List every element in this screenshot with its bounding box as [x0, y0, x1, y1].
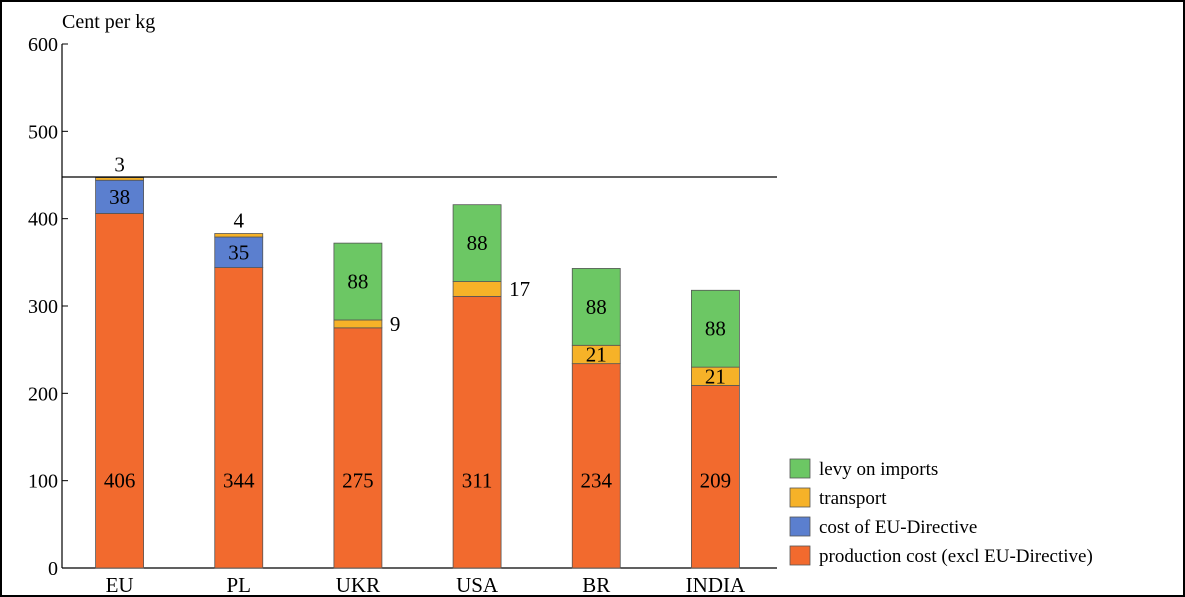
bar-segment — [452, 204, 502, 282]
bar-value-label: 3 — [114, 153, 125, 177]
bar-segment — [452, 281, 502, 297]
bar-segment — [214, 267, 264, 569]
y-tick-label: 300 — [28, 296, 58, 318]
x-tick-label: BR — [582, 573, 610, 595]
bar-segment — [95, 177, 144, 181]
bar-segment — [214, 233, 264, 238]
bar-value-label: 88 — [347, 270, 368, 294]
y-axis-ticks: 0 100 200 300 400 500 600 — [28, 34, 68, 580]
y-axis-label: Cent per kg — [62, 11, 155, 33]
legend-swatch — [789, 545, 811, 566]
y-tick-label: 400 — [28, 209, 58, 231]
bar-value-label: 9 — [390, 312, 401, 336]
x-tick-label: EU — [106, 573, 134, 595]
bar-value-label: 344 — [223, 469, 255, 493]
legend-swatch — [789, 487, 811, 508]
bar-value-label: 88 — [467, 231, 488, 255]
bar-segment — [95, 213, 144, 569]
x-tick-label: UKR — [336, 573, 380, 595]
bar-value-label: 4 — [234, 209, 245, 233]
legend-label: transport — [819, 488, 887, 509]
y-tick-label: 200 — [28, 383, 58, 405]
bar-value-label: 17 — [509, 277, 530, 301]
bar-segment — [691, 289, 740, 368]
bar-value-label: 209 — [700, 469, 732, 493]
bar-value-label: 21 — [705, 364, 726, 388]
y-tick-label: 0 — [48, 558, 58, 580]
bar-value-label: 21 — [586, 342, 607, 366]
legend-label: levy on imports — [819, 459, 938, 480]
bar-segment — [691, 385, 740, 569]
bar-value-label: 311 — [462, 469, 493, 493]
bar-value-label: 38 — [109, 185, 130, 209]
bar-value-label: 234 — [581, 469, 613, 493]
y-tick-label: 100 — [28, 471, 58, 493]
bar-segment — [95, 179, 144, 214]
bar-segment — [571, 268, 621, 346]
bar-segment — [452, 295, 502, 569]
bar-segment — [214, 236, 264, 268]
bars: 406 38 3 344 35 4 275 9 88 311 17 88 234 21 88 209 21 88 — [95, 153, 740, 569]
legend-swatch — [789, 458, 811, 479]
x-tick-label: USA — [456, 573, 499, 595]
x-axis-labels: EU PL UKR USA BR INDIA — [106, 573, 746, 595]
legend-label: production cost (excl EU-Directive) — [819, 546, 1093, 567]
legend-swatch — [789, 516, 811, 537]
x-tick-label: INDIA — [686, 573, 746, 595]
y-tick-label: 500 — [28, 121, 58, 143]
bar-segment — [333, 319, 383, 329]
x-tick-label: PL — [226, 573, 251, 595]
bar-value-label: 275 — [342, 469, 374, 493]
legend-label: cost of EU-Directive — [819, 517, 977, 538]
bar-segment — [571, 363, 621, 569]
bar-value-label: 88 — [586, 295, 607, 319]
bar-segment — [333, 327, 383, 569]
y-tick-label: 600 — [28, 34, 58, 56]
bar-value-label: 88 — [705, 317, 726, 341]
legend: levy on imports transport cost of EU-Direc… — [789, 458, 1093, 567]
bar-value-label: 406 — [104, 469, 136, 493]
bar-segment — [333, 242, 383, 321]
bar-value-label: 35 — [228, 240, 249, 264]
